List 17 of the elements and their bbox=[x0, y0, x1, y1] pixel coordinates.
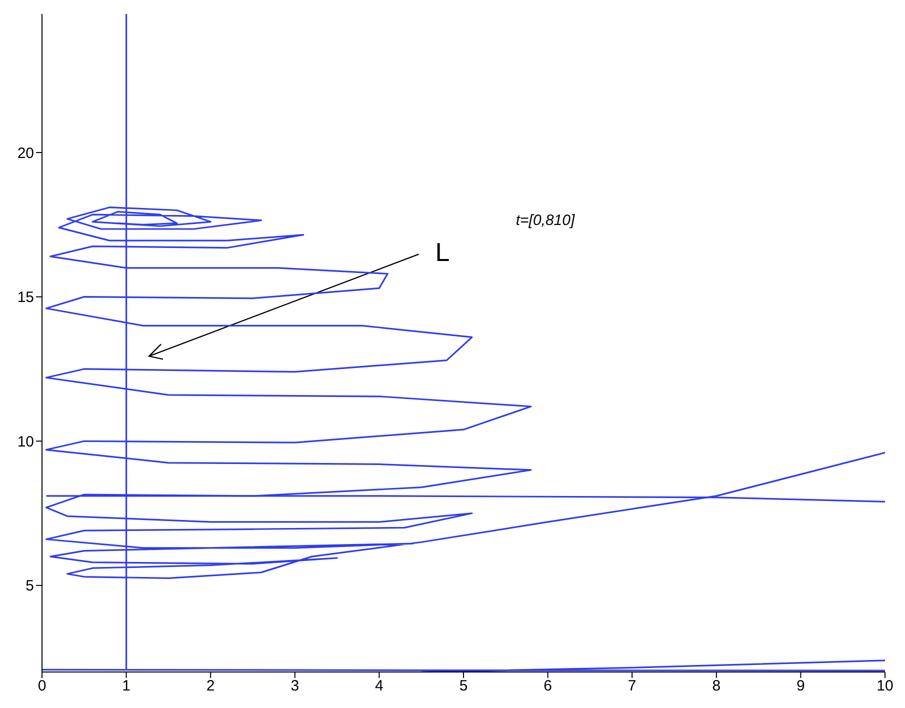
x-tick-label: 3 bbox=[290, 678, 300, 695]
y-tick-label: 20 bbox=[17, 144, 34, 162]
annotation: t=[0,810] bbox=[516, 212, 576, 230]
y-tick-label: 15 bbox=[17, 289, 34, 306]
y-tick-label: 10 bbox=[17, 433, 34, 450]
y-tick-label: 5 bbox=[26, 578, 34, 595]
x-tick-label: 9 bbox=[796, 678, 805, 695]
x-tick-label: 4 bbox=[375, 678, 384, 695]
x-tick-label: 2 bbox=[206, 678, 215, 695]
x-tick-label: 5 bbox=[459, 678, 468, 695]
annotation: L bbox=[435, 237, 450, 268]
x-tick-label: 1 bbox=[122, 678, 130, 695]
x-tick-label: 8 bbox=[712, 678, 721, 695]
x-tick-label: 6 bbox=[544, 678, 552, 695]
x-tick-label: 0 bbox=[38, 678, 46, 695]
x-tick-label: 10 bbox=[876, 678, 894, 695]
x-tick-label: 7 bbox=[628, 678, 636, 695]
